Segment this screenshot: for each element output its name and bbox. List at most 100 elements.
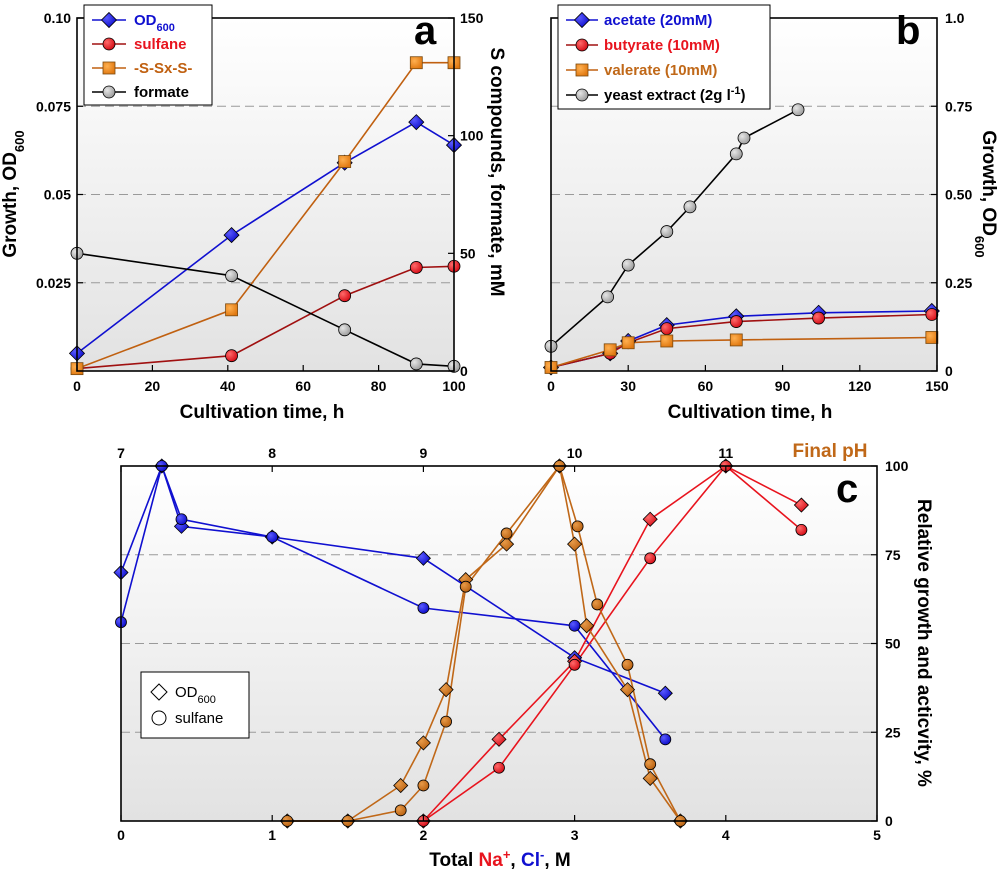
panel-c-y-tick-label: 25: [885, 724, 901, 740]
panel-b-legend-label-yeast-extract-2g-l-1: yeast extract (2g l-1): [604, 85, 746, 104]
panel-a-legend-marker-formate: [102, 85, 116, 99]
panel-b-point-valerate-10mm: [621, 336, 635, 350]
panel-a-y-right-tick-label: 0: [460, 363, 468, 379]
panel-b-legend: acetate (20mM) butyrate (10mM) valerate (1…: [557, 4, 771, 110]
panel-c-x-axis-label: Total Na+, Cl-, M: [429, 847, 570, 872]
panel-b-x-tick-label: 150: [925, 378, 949, 394]
panel-a-x-tick-label: 20: [145, 378, 161, 394]
panel-a-point-s-sx-s: [225, 303, 238, 317]
panel-a-y-right-label: S compounds, formate, mM: [486, 47, 507, 296]
panel-b-legend-label-valerate-10mm: valerate (10mM): [604, 62, 717, 79]
panel-c-y-right-label: Relative growth and acticvity, %: [913, 499, 934, 787]
panel-a-y-left-tick-label: 0.025: [36, 275, 71, 291]
panel-c-top-tick-label: 10: [567, 445, 583, 461]
panel-a-y-left-tick-label: 0.10: [44, 10, 71, 26]
panel-c-point-na-sulfane: [795, 524, 808, 536]
panel-c-point-ph-sulfane: [394, 804, 407, 817]
panel-c-top-tick-label: 8: [268, 445, 276, 461]
panel-c-x-tick-label: 3: [571, 827, 579, 843]
panel-b-legend-label-butyrate-10mm: butyrate (10mM): [604, 37, 720, 54]
panel-c-point-cl-sulfane: [417, 602, 430, 614]
panel-a-point-sulfane: [409, 261, 423, 274]
panel-b-legend-marker-butyrate-10mm: [575, 38, 589, 52]
panel-b-x-tick-label: 60: [698, 378, 714, 394]
panel-c-point-na-sulfane: [493, 761, 505, 774]
panel-c-point-ph-od600: [415, 735, 431, 751]
panel-c-point-ph-sulfane: [591, 598, 604, 611]
panel-c-top-tick-label: 11: [718, 445, 733, 461]
panel-b-line-valerate-10mm: [550, 336, 932, 369]
panel-b-legend-box: [557, 4, 771, 110]
panel-b-x-tick-label: 30: [620, 378, 636, 394]
panel-c-point-ph-sulfane: [500, 527, 513, 540]
panel-c-legend-label-sulfane: sulfane: [175, 710, 223, 727]
panel-c-y-tick-label: 100: [885, 458, 909, 474]
panel-c-letter: c: [836, 467, 858, 511]
panel-a-x-tick-label: 60: [295, 378, 311, 394]
panel-a-legend: OD600 sulfane -S-Sx-S-formate: [83, 4, 213, 106]
panel-a-ticks: 0 20 40 60 80 100 0.025 0.05 0.075 0.10 0 50 100 150: [36, 10, 484, 394]
panel-a-y-right-tick-label: 50: [460, 245, 476, 261]
panel-b-y-tick-label: 0: [945, 363, 953, 379]
panel-b-y-tick-label: 0.25: [945, 275, 972, 291]
panel-b-point-butyrate-10mm: [660, 322, 674, 336]
panel-a-point-s-sx-s: [409, 56, 423, 70]
panel-a-point-formate: [225, 269, 238, 283]
panel-c-point-ph-sulfane: [417, 779, 430, 792]
panel-a-y-left-label: Growth, OD600: [0, 130, 27, 257]
panel-c-y-tick-label: 0: [885, 813, 893, 829]
panel-b-x-tick-label: 90: [775, 378, 791, 394]
panel-c-point-cl-sulfane: [175, 513, 188, 526]
panel-b-point-butyrate-10mm: [925, 308, 939, 321]
panel-c-point-ph-sulfane: [644, 758, 657, 771]
panel-b-y-right-label: Growth, OD600: [973, 130, 1000, 257]
panel-c-point-cl-sulfane: [659, 733, 672, 746]
panel-b-letter: b: [896, 9, 920, 53]
panel-c-point-ph-sulfane: [440, 715, 452, 728]
panel-c-point-ph-sulfane: [621, 658, 634, 671]
panel-b-point-valerate-10mm: [603, 343, 617, 357]
panel-a-legend-label-od600: OD600: [134, 12, 175, 34]
panel-c-point-cl-od600: [415, 550, 431, 566]
panel-c-markers: [113, 458, 809, 829]
panel-c-legend-marker-sulfane: [151, 710, 167, 726]
panel-b-point-valerate-10mm: [660, 334, 674, 348]
panel-a-legend-marker-od600: [100, 11, 118, 29]
panel-c-legend-box: [140, 671, 250, 739]
panel-c-y-tick-label: 50: [885, 636, 901, 652]
panel-c-point-ph-od600: [393, 777, 409, 794]
panel-a-x-axis-label: Cultivation time, h: [180, 402, 345, 423]
panel-a-y-right-tick-label: 150: [460, 10, 484, 26]
panel-b-legend-label-acetate-20mm: acetate (20mM): [604, 12, 712, 29]
panel-c-point-ph-od600: [642, 770, 658, 786]
panel-a-point-formate: [338, 323, 352, 337]
panel-b-x-tick-label: 120: [848, 378, 872, 394]
panel-c-top-tick-label: 7: [117, 445, 125, 461]
panel-b-point-valerate-10mm: [925, 331, 939, 344]
panel-a-x-tick-label: 100: [442, 378, 466, 394]
panel-a-x-tick-label: 0: [73, 378, 81, 394]
panel-b-legend-marker-yeast-extract-2g-l-1: [575, 88, 589, 102]
panel-c-point-ph-od600: [498, 536, 515, 552]
panel-a-y-left-tick-label: 0.05: [44, 187, 71, 203]
panel-c-point-na-od600: [793, 497, 809, 513]
panel-c-legend: OD600 sulfane: [140, 671, 250, 739]
panel-b-markers: [542, 103, 940, 376]
panel-c-point-ph-od600: [567, 536, 583, 552]
panel-c-x-tick-label: 0: [117, 827, 125, 843]
panel-b-point-yeast-extract-2g-l-1: [737, 131, 751, 145]
panel-c-point-na-sulfane: [644, 552, 657, 565]
panel-c-point-ph-od600: [579, 618, 595, 634]
panel-a: 0 20 40 60 80 1000.0250.050.0750.10050100150 …: [0, 4, 507, 423]
panel-a-legend-marker-sulfane: [102, 37, 116, 51]
panel-a-legend-label-sulfane: sulfane: [134, 36, 187, 53]
panel-c-point-cl-sulfane: [266, 531, 279, 543]
panel-b-point-yeast-extract-2g-l-1: [660, 225, 674, 238]
panel-c-point-ph-sulfane: [459, 580, 472, 593]
panel-a-y-left-tick-label: 0.075: [36, 98, 71, 114]
panel-a-y-right-tick-label: 100: [460, 128, 484, 144]
panel-c-x-tick-label: 1: [268, 827, 276, 843]
panel-a-point-sulfane: [225, 349, 238, 363]
